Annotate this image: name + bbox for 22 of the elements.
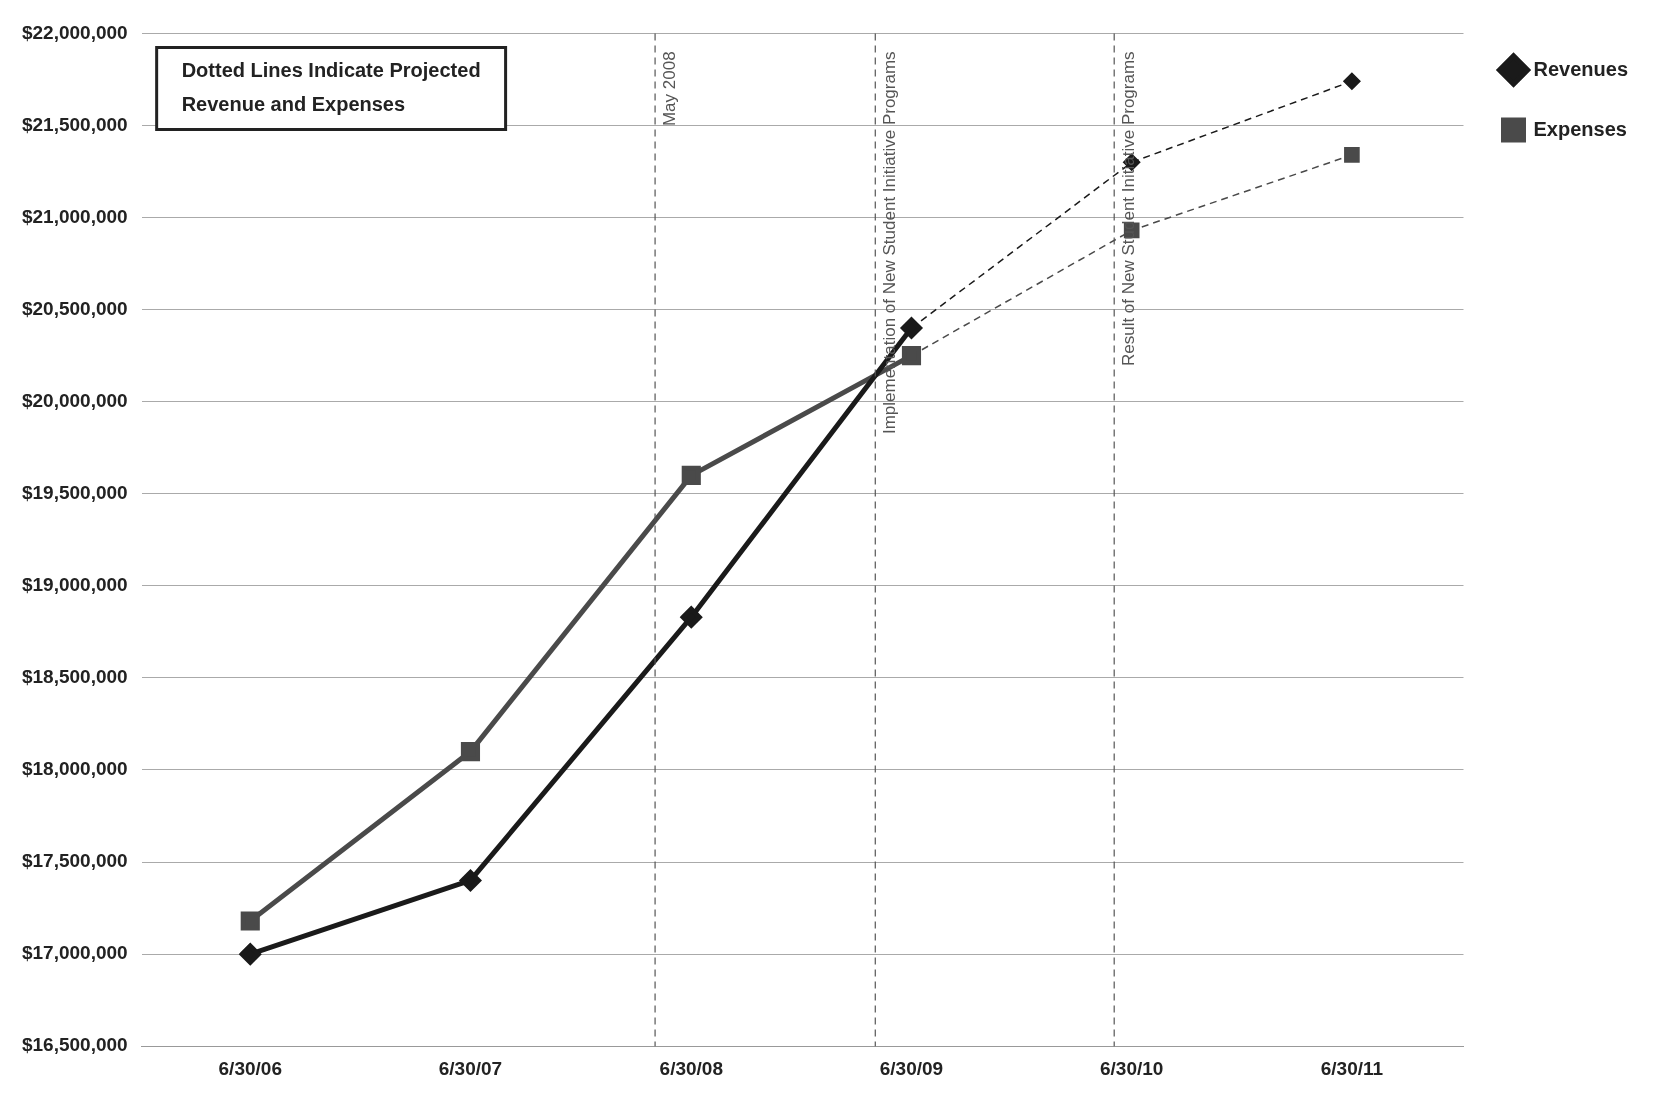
- legend-label: Expenses: [1533, 117, 1627, 140]
- legend-label: Revenues: [1533, 57, 1629, 80]
- y-tick-label: $22,000,000: [21, 21, 128, 43]
- y-tick-label: $17,000,000: [21, 942, 128, 964]
- y-tick-label: $21,000,000: [21, 205, 128, 227]
- x-tick-label: 6/30/06: [218, 1057, 282, 1079]
- y-tick-label: $20,000,000: [21, 389, 128, 411]
- y-tick-label: $17,500,000: [21, 850, 128, 872]
- x-tick-label: 6/30/07: [438, 1057, 503, 1079]
- x-tick-label: 6/30/08: [659, 1057, 723, 1079]
- x-tick-label: 6/30/11: [1320, 1057, 1384, 1079]
- y-tick-label: $19,000,000: [21, 574, 128, 596]
- x-tick-label: 6/30/09: [879, 1057, 944, 1079]
- annotation: Dotted Lines Indicate Projected Revenue and Expenses: [181, 58, 481, 115]
- y-tick-label: $21,500,000: [21, 113, 128, 135]
- y-tick-label: $20,500,000: [21, 297, 128, 319]
- y-tick-label: $19,500,000: [21, 482, 128, 503]
- y-tick-label: $18,500,000: [21, 666, 128, 688]
- x-tick-label: 6/30/10: [1099, 1057, 1164, 1079]
- y-tick-label: $16,500,000: [21, 1034, 128, 1056]
- y-tick-label: $18,000,000: [21, 758, 128, 780]
- ref-line-label: May 2008: [660, 51, 680, 127]
